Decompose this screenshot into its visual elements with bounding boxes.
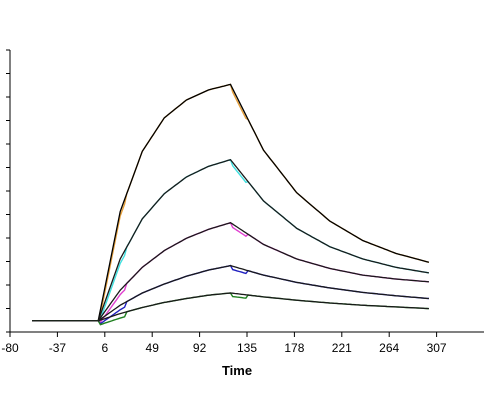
sensorgram-curve-4: [32, 264, 429, 322]
x-tick-label: 178: [284, 341, 304, 355]
x-tick-label: -37: [49, 341, 67, 355]
x-tick-label: 264: [379, 341, 399, 355]
sensorgram-curve-2: [32, 158, 430, 322]
x-tick-label: 49: [146, 341, 160, 355]
fit-curve-5: [32, 292, 429, 326]
x-tick-label: 307: [427, 341, 447, 355]
fit-curve-2: [32, 158, 430, 322]
axes: -80 -37 6 49 92 135 178 221 264 307: [1, 49, 484, 355]
x-tick-label: 92: [193, 341, 207, 355]
x-tick-label: 135: [237, 341, 257, 355]
fit-curve-3: [32, 221, 429, 324]
fit-curve-4: [32, 264, 429, 325]
x-tick-label: 6: [101, 341, 108, 355]
x-tick-label: -80: [1, 341, 19, 355]
fit-curve-1: [32, 83, 430, 322]
plot-area: [32, 83, 430, 326]
sensorgram-curve-5: [32, 292, 429, 322]
x-tick-label: 221: [332, 341, 352, 355]
x-axis-title: Time: [222, 363, 252, 378]
sensorgram-curve-1: [32, 83, 430, 322]
sensorgram-curve-3: [32, 221, 429, 322]
